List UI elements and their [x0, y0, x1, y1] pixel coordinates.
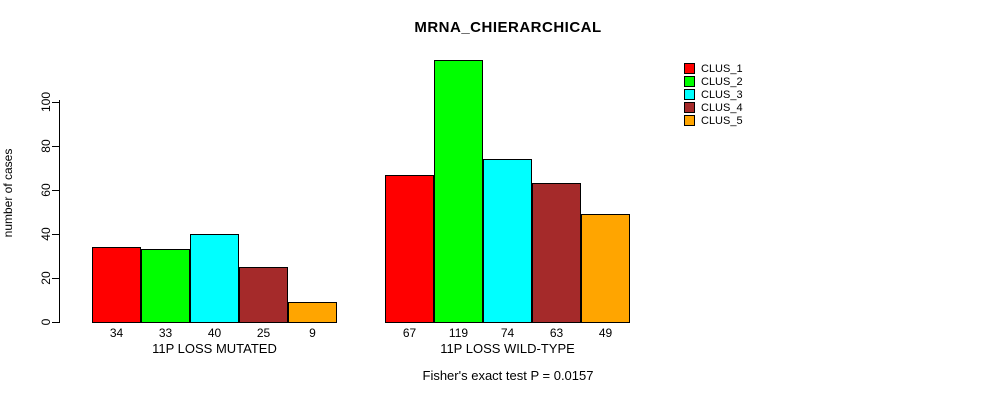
- legend-item-clus_4: CLUS_4: [684, 101, 743, 114]
- bar-value-label: 9: [309, 326, 316, 340]
- bar-clus_3-group1: [190, 234, 239, 323]
- bar-value-label: 40: [207, 326, 222, 340]
- legend-item-clus_5: CLUS_5: [684, 114, 743, 127]
- legend-swatch-clus_1: [684, 63, 695, 74]
- legend-label: CLUS_1: [701, 62, 743, 75]
- group-label: 11P LOSS MUTATED: [152, 341, 277, 356]
- y-tick-label: 40: [39, 227, 53, 241]
- legend-swatch-clus_4: [684, 102, 695, 113]
- fisher-test-annotation: Fisher's exact test P = 0.0157: [422, 368, 594, 383]
- chart-title: MRNA_CHIERARCHICAL: [414, 19, 602, 36]
- bar-clus_2-group1: [141, 249, 190, 323]
- bar-clus_5-group1: [288, 302, 337, 323]
- y-tick: [52, 278, 59, 279]
- legend-swatch-clus_2: [684, 76, 695, 87]
- legend-swatch-clus_3: [684, 89, 695, 100]
- y-axis-line: [59, 100, 60, 323]
- y-tick: [52, 234, 59, 235]
- y-tick-label: 20: [39, 271, 53, 285]
- group-label: 11P LOSS WILD-TYPE: [440, 341, 575, 356]
- bar-clus_4-group1: [239, 267, 288, 323]
- legend-label: CLUS_2: [701, 75, 743, 88]
- y-tick: [52, 146, 59, 147]
- bar-value-label: 63: [549, 326, 564, 340]
- legend-label: CLUS_4: [701, 101, 743, 114]
- y-tick-label: 100: [39, 91, 53, 113]
- bar-value-label: 25: [256, 326, 271, 340]
- legend-item-clus_2: CLUS_2: [684, 75, 743, 88]
- bar-value-label: 119: [448, 326, 469, 340]
- bar-clus_1-group1: [92, 247, 141, 323]
- bar-value-label: 33: [158, 326, 173, 340]
- bar-value-label: 34: [109, 326, 124, 340]
- y-tick: [52, 102, 59, 103]
- legend-item-clus_3: CLUS_3: [684, 88, 743, 101]
- bar-clus_3-group2: [483, 159, 532, 323]
- y-tick-label: 60: [39, 183, 53, 197]
- bar-clus_5-group2: [581, 214, 630, 323]
- y-tick: [52, 190, 59, 191]
- legend-swatch-clus_5: [684, 115, 695, 126]
- y-tick-label: 0: [39, 318, 53, 326]
- legend: CLUS_1 CLUS_2 CLUS_3 CLUS_4 CLUS_5: [684, 62, 743, 127]
- legend-label: CLUS_5: [701, 114, 743, 127]
- bar-clus_2-group2: [434, 60, 483, 323]
- legend-item-clus_1: CLUS_1: [684, 62, 743, 75]
- y-tick: [52, 322, 59, 323]
- bar-value-label: 49: [598, 326, 613, 340]
- bar-clus_4-group2: [532, 183, 581, 323]
- bar-clus_1-group2: [385, 174, 434, 323]
- y-axis-label: number of cases: [1, 148, 15, 238]
- legend-label: CLUS_3: [701, 88, 743, 101]
- bar-value-label: 67: [402, 326, 417, 340]
- y-tick-label: 80: [39, 139, 53, 153]
- bar-value-label: 74: [500, 326, 515, 340]
